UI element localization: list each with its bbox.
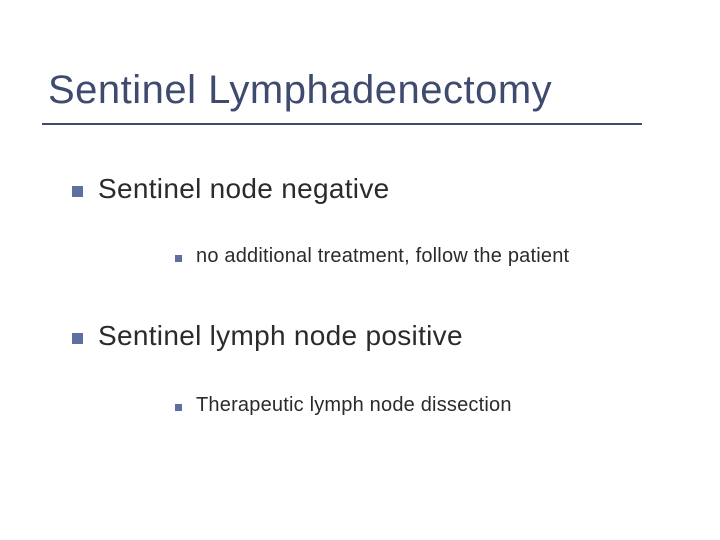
bullet-icon xyxy=(175,255,182,262)
bullet-icon xyxy=(72,333,83,344)
bullet-icon xyxy=(175,404,182,411)
title-underline xyxy=(42,123,642,125)
list-item: Sentinel lymph node positive xyxy=(98,320,463,352)
slide: Sentinel Lymphadenectomy Sentinel node n… xyxy=(0,0,720,540)
slide-title: Sentinel Lymphadenectomy xyxy=(0,68,720,113)
list-item: no additional treatment, follow the pati… xyxy=(196,245,569,268)
bullet-icon xyxy=(72,186,83,197)
list-item: Therapeutic lymph node dissection xyxy=(196,394,512,417)
list-item: Sentinel node negative xyxy=(98,173,390,205)
